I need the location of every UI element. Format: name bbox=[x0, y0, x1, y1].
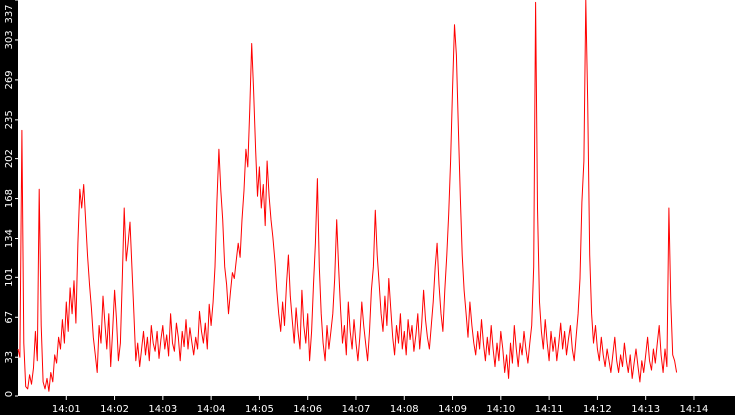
series-line bbox=[17, 0, 678, 392]
x-axis: 14:01 14:02 14:03 14:04 14:05 14:06 14:07 14:08… bbox=[52, 396, 709, 415]
x-tick-label: 14:05 bbox=[245, 404, 274, 415]
x-tick-label: 14:02 bbox=[100, 404, 129, 415]
y-tick-label: 235 bbox=[4, 110, 15, 129]
x-tick-label: 14:10 bbox=[486, 404, 515, 415]
x-tick-label: 14:03 bbox=[148, 404, 177, 415]
x-tick-label: 14:09 bbox=[438, 404, 467, 415]
x-tick-label: 14:13 bbox=[631, 404, 660, 415]
x-tick-label: 14:08 bbox=[390, 404, 419, 415]
y-tick-label: 101 bbox=[4, 268, 15, 287]
plot-area bbox=[18, 0, 735, 396]
x-tick-label: 14:14 bbox=[680, 404, 709, 415]
y-tick-label: 33 bbox=[4, 351, 15, 364]
x-tick-label: 14:07 bbox=[342, 404, 371, 415]
y-tick-label: 168 bbox=[4, 189, 15, 208]
x-tick-label: 14:11 bbox=[535, 404, 564, 415]
x-tick-label: 14:01 bbox=[52, 404, 81, 415]
y-tick-label: 303 bbox=[4, 30, 15, 49]
y-axis: 0 33 67 101 134 168 202 235 269 303 337 bbox=[4, 0, 18, 397]
x-tick-label: 14:12 bbox=[583, 404, 612, 415]
series-layer bbox=[17, 0, 678, 392]
y-tick-label: 337 bbox=[4, 4, 15, 23]
x-tick-label: 14:04 bbox=[197, 404, 226, 415]
x-tick-label: 14:06 bbox=[293, 404, 322, 415]
y-tick-label: 67 bbox=[4, 311, 15, 324]
y-tick-label: 269 bbox=[4, 70, 15, 89]
y-tick-label: 202 bbox=[4, 149, 15, 168]
y-tick-label: 134 bbox=[4, 229, 15, 248]
y-tick-label: 0 bbox=[4, 391, 15, 397]
